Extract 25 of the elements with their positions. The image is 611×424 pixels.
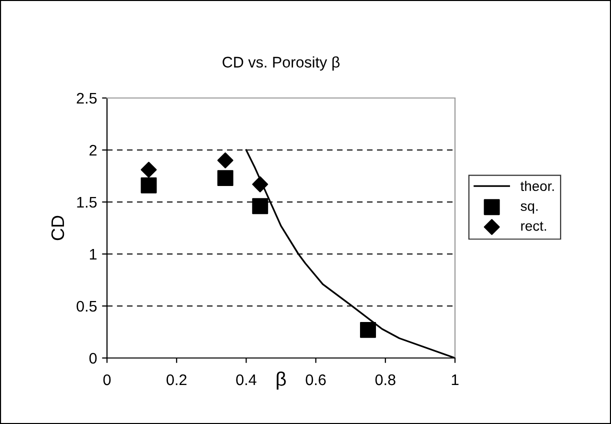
point [140, 177, 157, 194]
y-tick-label: 1.5 [77, 197, 97, 208]
point [360, 322, 376, 338]
point [140, 162, 157, 178]
y-axis-title: CD [51, 216, 64, 240]
y-tick-label: 1 [90, 249, 97, 260]
x-tick-label: 0.8 [375, 374, 396, 386]
x-tick-label: 0.4 [236, 374, 256, 386]
x-tick-label: 0.6 [306, 374, 326, 386]
x-tick-label: 0.2 [166, 374, 186, 386]
y-tick-label: 0.5 [76, 300, 97, 312]
y-tick-label: 2 [90, 144, 97, 156]
legend-label: theor. [520, 180, 554, 192]
point [252, 198, 268, 214]
x-tick-label: 0 [103, 374, 111, 386]
x-tick-label: 1 [452, 374, 459, 386]
x-axis-title: β [276, 372, 286, 390]
chart-title: CD vs. Porosity β [222, 56, 340, 71]
point [217, 152, 234, 168]
legend-label: rect. [521, 222, 546, 231]
y-tick-label: 0 [89, 352, 97, 364]
point [252, 176, 268, 192]
y-tick-label: 2.5 [76, 92, 97, 104]
legend-label: sq. [520, 203, 538, 214]
point [217, 170, 234, 186]
